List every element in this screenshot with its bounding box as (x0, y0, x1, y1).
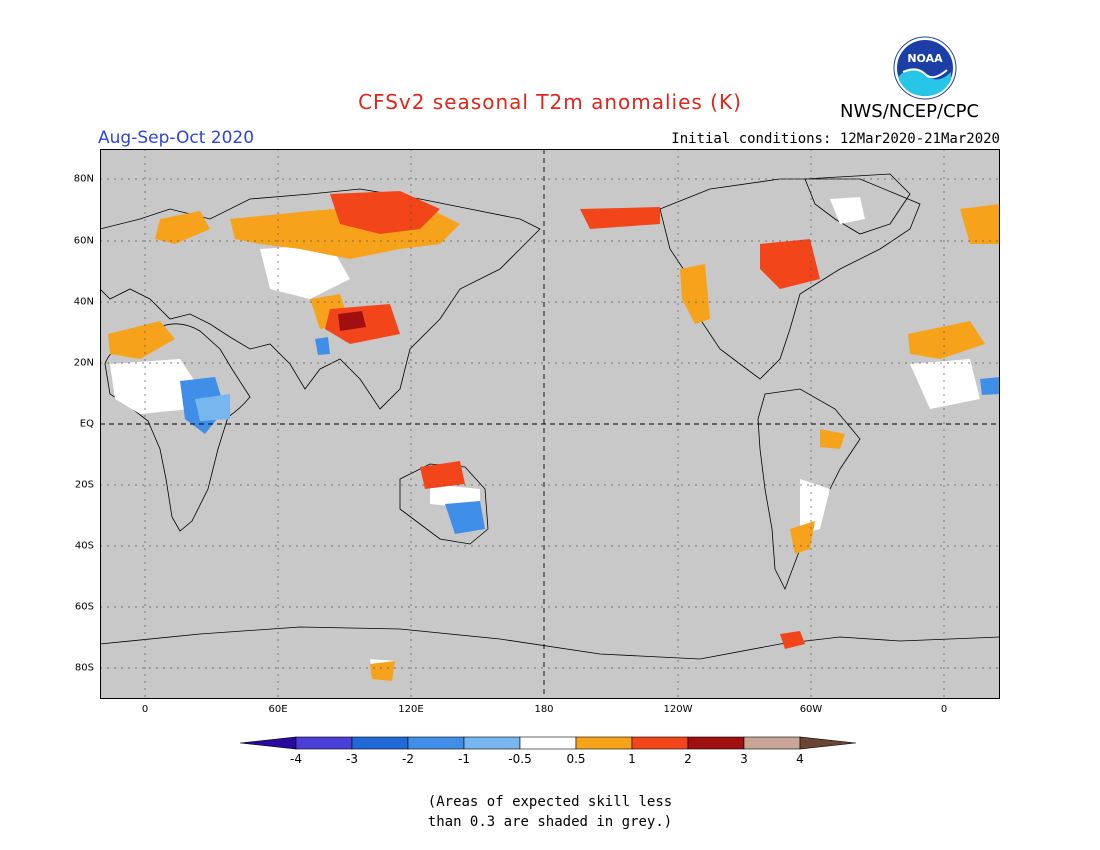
anomaly-white (110, 197, 980, 677)
lat-label-40n: 40N (73, 296, 94, 308)
lon-label-0-west: 0 (141, 704, 149, 715)
anomaly-lightblue (195, 394, 230, 421)
lon-label-120w: 120W (663, 704, 693, 715)
lat-label-60s: 60S (74, 601, 94, 613)
colorbar-box (295, 736, 353, 750)
colorbar-arrow-right (799, 736, 857, 750)
colorbar-label: 0.5 (566, 752, 586, 766)
lat-label-80s: 80S (74, 662, 94, 674)
colorbar-label: 3 (740, 752, 748, 766)
lat-label-80n: 80N (73, 173, 94, 185)
colorbar-box (687, 736, 745, 750)
agency-label: NWS/NCEP/CPC (840, 101, 980, 122)
equator-dateline (100, 149, 1000, 699)
coast-eurasia (100, 188, 541, 410)
colorbar-label: 2 (684, 752, 692, 766)
lon-label-180: 180 (534, 704, 554, 715)
coast-greenland (804, 173, 911, 235)
colorbar-label: -0.5 (508, 752, 532, 766)
colorbar-box (743, 736, 801, 750)
colorbar-label: 1 (628, 752, 636, 766)
lat-label-40s: 40S (74, 540, 94, 552)
lon-label-120e: 120E (398, 704, 424, 715)
lon-label-0-east: 0 (940, 704, 948, 715)
skill-note: (Areas of expected skill less than 0.3 a… (0, 792, 1100, 832)
colorbar-box (407, 736, 465, 750)
lat-label-eq: EQ (79, 418, 94, 430)
lat-label-60n: 60N (73, 235, 94, 247)
colorbar-label: -2 (402, 752, 414, 766)
colorbar (239, 736, 857, 750)
logo-text: NOAA (907, 52, 943, 65)
colorbar-box (631, 736, 689, 750)
anomaly-map (100, 149, 1000, 699)
lat-label-20s: 20S (74, 479, 94, 491)
anomaly-red (325, 191, 820, 649)
colorbar-box (575, 736, 633, 750)
coast-south-america (757, 388, 861, 590)
colorbar-box (519, 736, 577, 750)
colorbar-box (463, 736, 521, 750)
colorbar-box (351, 736, 409, 750)
skill-note-line2: than 0.3 are shaded in grey.) (427, 814, 673, 830)
initial-conditions-label: Initial conditions: 12Mar2020-21Mar2020 (671, 131, 1000, 147)
noaa-logo: NOAA (893, 36, 957, 100)
map-title: CFSv2 seasonal T2m anomalies (K) (358, 90, 742, 114)
lon-label-60w: 60W (799, 704, 823, 715)
colorbar-label: -3 (346, 752, 358, 766)
colorbar-label: 4 (796, 752, 804, 766)
coast-antarctica (100, 626, 1000, 660)
colorbar-label: -4 (290, 752, 302, 766)
lat-label-20n: 20N (73, 357, 94, 369)
anomaly-darkred (338, 311, 366, 331)
colorbar-arrow-left (239, 736, 297, 750)
lon-label-60e: 60E (268, 704, 288, 715)
skill-note-line1: (Areas of expected skill less (427, 794, 673, 810)
colorbar-label: -1 (458, 752, 470, 766)
colorbar-boxes (239, 736, 857, 750)
season-label: Aug-Sep-Oct 2020 (98, 128, 255, 148)
